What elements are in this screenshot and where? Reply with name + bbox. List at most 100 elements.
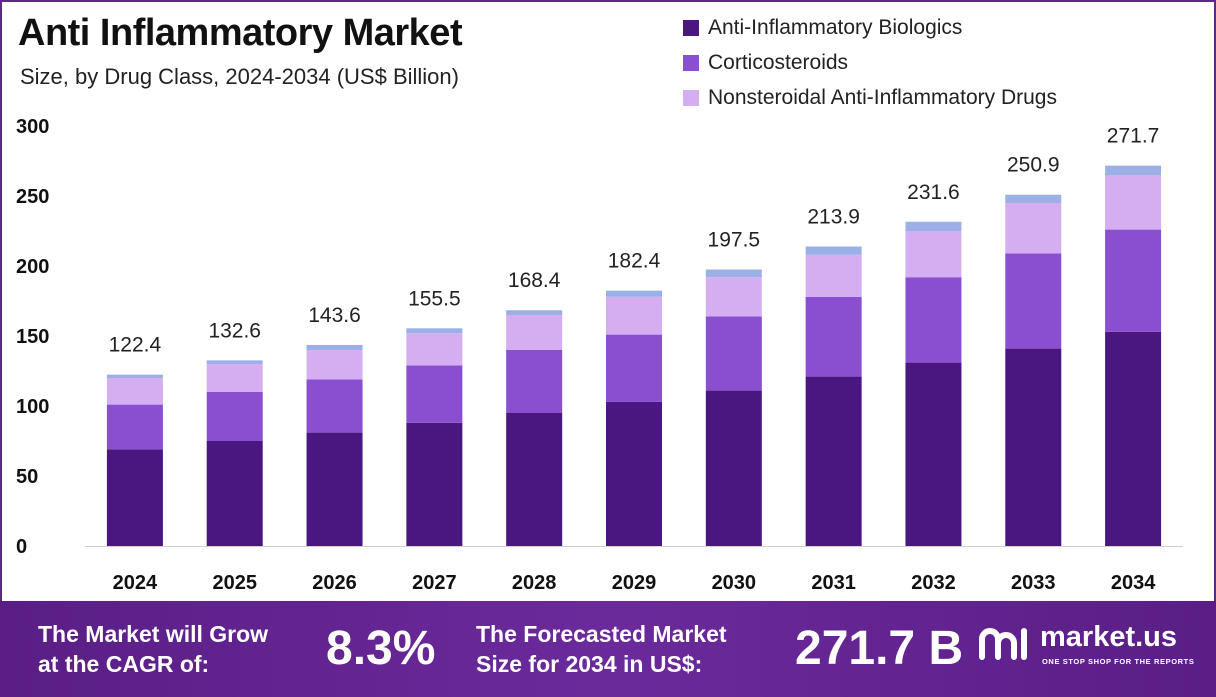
bar-segment-corticosteroids [606,334,662,402]
bar-total-label: 197.5 [708,229,761,252]
bar-segment-corticosteroids [406,365,463,423]
y-tick-label: 0 [16,536,27,558]
bar-segment-nsaids [606,296,662,335]
y-tick-label: 250 [16,186,49,208]
x-tick-label: 2029 [612,572,657,594]
bar-segment-biologics [805,376,862,546]
bar-total-label: 231.6 [907,181,960,204]
bar-segment-corticosteroids [905,277,962,363]
bar-stack [705,269,762,546]
brand-logo: market.us ONE STOP SHOP FOR THE REPORTS [976,619,1201,679]
forecast-label: The Forecasted Market Size for 2034 in U… [476,619,727,679]
bar-total-label: 271.7 [1107,125,1160,148]
bar-segment-biologics [905,362,962,546]
bar-segment-nsaids [705,277,762,317]
bar-stack [1005,194,1062,546]
legend-item-biologics: Anti-Inflammatory Biologics [683,10,1057,45]
forecast-value: 271.7 B [795,622,964,675]
x-tick-label: 2026 [312,572,357,594]
legend-swatch-corticosteroids [683,54,699,71]
x-tick-label: 2032 [911,572,956,594]
bar-segment-nsaids [1105,175,1162,230]
cagr-value: 8.3% [326,622,436,675]
chart-title: Anti Inflammatory Market [18,12,463,54]
bar-segment-other [705,269,762,278]
bar-segment-nsaids [1005,203,1062,254]
bar-segment-nsaids [905,231,962,278]
x-tick-label: 2025 [212,572,257,594]
bar-total-label: 250.9 [1007,154,1060,177]
x-tick-label: 2033 [1011,572,1056,594]
bar-stack [506,310,563,546]
y-tick-label: 200 [16,256,49,278]
bar-segment-corticosteroids [506,350,563,413]
bar-segment-other [1105,165,1162,175]
legend-label-corticosteroids: Corticosteroids [708,50,849,74]
bar-segment-corticosteroids [306,379,363,433]
bar-segment-corticosteroids [805,296,862,377]
bar-segment-nsaids [306,350,363,380]
market-us-logo-icon [979,628,1027,660]
bar-segment-other [106,374,163,378]
bar-segment-biologics [1005,348,1062,546]
chart-subtitle: Size, by Drug Class, 2024-2034 (US$ Bill… [20,64,459,89]
bar-total-label: 168.4 [508,269,561,292]
forecast-label-line2: Size for 2034 in US$: [476,651,703,677]
bar-chart: 0 50 100 150 200 250 300 122.4 2024 132.6 2025 143.… [16,116,1183,594]
bar-segment-biologics [406,422,463,546]
bar-segment-corticosteroids [1105,229,1162,332]
bar-total-label: 143.6 [308,304,361,327]
x-tick-label: 2028 [512,572,557,594]
y-tick-label: 300 [16,116,49,138]
legend: Anti-Inflammatory Biologics Corticostero… [683,10,1057,115]
bar-segment-nsaids [106,378,163,405]
legend-swatch-biologics [683,19,699,36]
bar-segment-other [406,328,463,334]
x-tick-label: 2034 [1111,572,1156,594]
bar-segment-biologics [606,401,662,546]
bar-segment-other [1005,194,1062,203]
bar-segment-biologics [1105,331,1162,546]
y-tick-label: 50 [16,466,38,488]
bar-segment-biologics [206,441,263,546]
bar-segment-other [506,310,563,315]
y-tick-label: 100 [16,396,49,418]
x-tick-label: 2030 [712,572,757,594]
bar-segment-other [206,360,263,364]
legend-label-nsaids: Nonsteroidal Anti-Inflammatory Drugs [708,85,1057,109]
forecast-label-line1: The Forecasted Market [476,621,727,647]
cagr-label: The Market will Grow at the CAGR of: [38,619,268,679]
bar-stack [905,221,962,546]
bar-segment-biologics [506,413,563,546]
bar-segment-nsaids [406,333,463,366]
bar-total-label: 213.9 [807,206,860,229]
bar-stack [406,328,463,546]
bar-segment-biologics [306,432,363,546]
legend-item-nsaids: Nonsteroidal Anti-Inflammatory Drugs [683,80,1057,115]
x-tick-label: 2031 [811,572,856,594]
brand-name: market.us [1040,621,1178,653]
bar-stack [106,374,163,546]
bar-total-label: 132.6 [208,319,261,342]
bar-total-label: 155.5 [408,287,461,310]
bar-segment-other [805,246,862,255]
cagr-label-line1: The Market will Grow [38,621,269,647]
bar-stack [606,290,662,546]
brand-tagline: ONE STOP SHOP FOR THE REPORTS [1042,657,1195,666]
bar-segment-other [306,344,363,350]
bar-segment-corticosteroids [1005,253,1062,349]
legend-label-biologics: Anti-Inflammatory Biologics [708,15,963,39]
legend-item-corticosteroids: Corticosteroids [683,45,1057,80]
x-tick-label: 2024 [113,572,158,594]
bar-segment-biologics [705,390,762,546]
bar-stack [1105,165,1162,546]
bar-segment-nsaids [805,254,862,297]
bar-stack [306,344,363,546]
cagr-label-line2: at the CAGR of: [38,651,210,677]
y-tick-label: 150 [16,326,49,348]
bar-stack [206,360,263,546]
bar-segment-biologics [106,449,163,546]
bar-total-label: 182.4 [608,250,661,273]
bar-segment-corticosteroids [206,392,263,441]
footer-banner: The Market will Grow at the CAGR of: 8.3… [0,601,1216,697]
